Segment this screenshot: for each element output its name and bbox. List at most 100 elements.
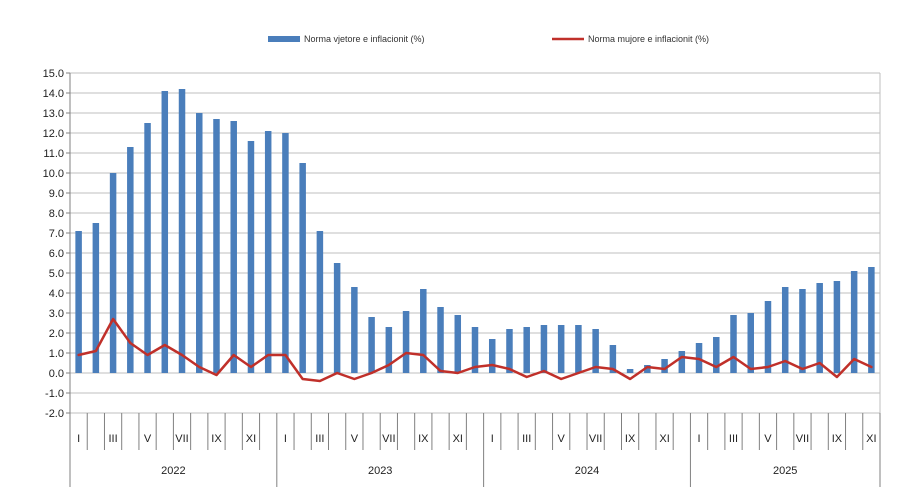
bar [506, 329, 513, 373]
bar [678, 351, 686, 373]
bar [420, 289, 427, 373]
bar [488, 339, 496, 373]
legend-label-bar: Norma vjetore e inflacionit (%) [304, 34, 425, 44]
bar [575, 325, 582, 373]
x-month-label: III [729, 433, 738, 445]
bar [316, 231, 324, 373]
y-tick-label: 5.0 [49, 268, 64, 280]
x-month-label: IX [832, 433, 843, 445]
bar [661, 359, 668, 373]
bar [161, 91, 169, 373]
bar [247, 141, 255, 373]
legend: Norma vjetore e inflacionit (%) Norma mu… [268, 34, 709, 44]
bar [299, 163, 306, 373]
y-tick-label: 13.0 [43, 108, 64, 120]
x-month-label: IX [211, 433, 222, 445]
x-month-label: XI [453, 433, 463, 445]
line-series [77, 317, 873, 383]
bar [799, 289, 806, 373]
bar [75, 231, 82, 373]
x-month-label: VII [589, 433, 602, 445]
x-year-label: 2023 [368, 465, 392, 477]
x-axis: I III V VII IX XI I III V VII IX XI I III V VII IX XI I III… [69, 413, 881, 487]
bar [144, 123, 151, 373]
y-tick-label: 14.0 [43, 88, 64, 100]
y-tick-label: 7.0 [49, 228, 64, 240]
x-month-label: VII [796, 433, 809, 445]
bar [178, 89, 186, 373]
bar [644, 365, 651, 373]
bar-series [75, 89, 875, 373]
bar [368, 317, 375, 373]
bar [92, 223, 100, 373]
bar [592, 329, 599, 373]
x-month-label: XI [866, 433, 876, 445]
x-month-label: VII [175, 433, 188, 445]
bar [557, 325, 565, 373]
bar [713, 337, 720, 373]
x-month-label: I [77, 433, 80, 445]
y-tick-label: 12.0 [43, 128, 64, 140]
y-tick-label: 11.0 [43, 148, 64, 160]
x-month-label: V [351, 433, 359, 445]
bar [609, 345, 617, 373]
y-tick-label: 1.0 [49, 348, 64, 360]
x-month-label: V [557, 433, 565, 445]
bar [196, 113, 203, 373]
bar [333, 263, 341, 373]
x-year-label: 2022 [161, 465, 185, 477]
x-month-label: I [491, 433, 494, 445]
bar [402, 311, 410, 373]
bar [850, 271, 858, 373]
y-tick-label: -1.0 [45, 388, 64, 400]
x-month-label: III [109, 433, 118, 445]
bar [626, 369, 634, 373]
x-month-label: IX [625, 433, 636, 445]
bar [264, 131, 272, 373]
x-month-label: I [698, 433, 701, 445]
bar [833, 281, 841, 373]
x-month-label: VII [382, 433, 395, 445]
bar [747, 313, 754, 373]
x-year-label: 2025 [773, 465, 797, 477]
bar [523, 327, 530, 373]
bar [816, 283, 823, 373]
y-tick-label: 0.0 [49, 368, 64, 380]
x-month-label: III [315, 433, 324, 445]
y-tick-label: 9.0 [49, 188, 64, 200]
legend-label-line: Norma mujore e inflacionit (%) [588, 34, 709, 44]
bar [213, 119, 220, 373]
bar [868, 267, 875, 373]
x-month-label: III [522, 433, 531, 445]
bar [230, 121, 237, 373]
x-year-label: 2024 [575, 465, 599, 477]
x-month-label: XI [659, 433, 669, 445]
y-tick-label: 15.0 [43, 68, 64, 80]
y-tick-label: 8.0 [49, 208, 64, 220]
bar [437, 307, 444, 373]
bar [351, 287, 358, 373]
bar [471, 327, 479, 373]
bar [109, 173, 117, 373]
y-tick-label: 3.0 [49, 308, 64, 320]
y-tick-label: 10.0 [43, 168, 64, 180]
bar [282, 133, 289, 373]
bar [385, 327, 393, 373]
x-month-label: V [144, 433, 152, 445]
bar [764, 301, 772, 373]
bar [454, 315, 462, 373]
x-month-label: IX [418, 433, 429, 445]
y-tick-label: -2.0 [45, 408, 64, 420]
line-series-path [77, 317, 873, 383]
bar [781, 287, 789, 373]
bar [127, 147, 134, 373]
x-month-label: V [764, 433, 772, 445]
y-tick-label: 2.0 [49, 328, 64, 340]
bar [540, 325, 548, 373]
x-month-label: XI [246, 433, 256, 445]
y-axis: 15.0 14.0 13.0 12.0 11.0 10.0 9.0 8.0 7.0 6.0 5.0 4… [43, 68, 71, 420]
bar [730, 315, 737, 373]
x-month-label: I [284, 433, 287, 445]
